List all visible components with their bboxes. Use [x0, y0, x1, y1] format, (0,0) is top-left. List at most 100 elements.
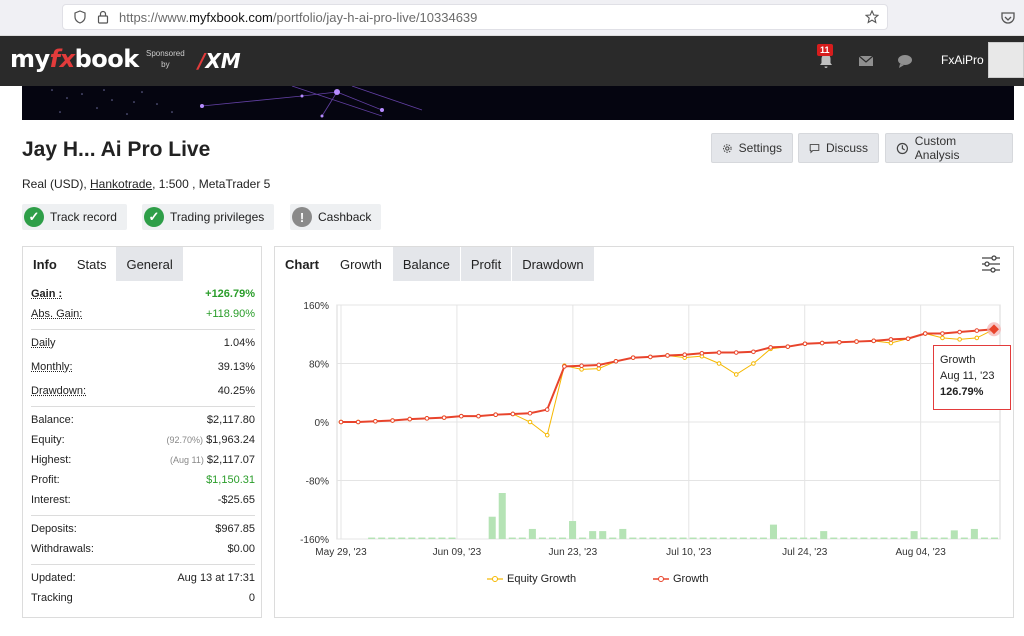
- stat-row-tracking: Tracking 0: [31, 589, 255, 609]
- broker-link[interactable]: Hankotrade: [90, 177, 153, 191]
- notification-count-badge[interactable]: 11: [817, 44, 833, 56]
- legend-equity-marker: [487, 576, 503, 582]
- cashback-badge[interactable]: ! Cashback: [290, 204, 382, 230]
- updated-value: Aug 13 at 17:31: [177, 572, 255, 584]
- growth-line: [341, 328, 995, 423]
- shield-icon[interactable]: [73, 10, 87, 24]
- address-bar[interactable]: https://www.myfxbook.com/portfolio/jay-h…: [62, 4, 888, 30]
- stat-row-equity: Equity: (92.70%) $1,963.24: [31, 431, 255, 451]
- tab-balance[interactable]: Balance: [392, 247, 460, 281]
- daily-bar: [870, 537, 878, 539]
- drawdown-label[interactable]: Drawdown:: [31, 385, 87, 397]
- divider: [31, 329, 255, 330]
- daily-bar: [498, 493, 506, 539]
- daily-bar: [448, 537, 456, 539]
- bell-icon[interactable]: [817, 52, 835, 70]
- lock-icon[interactable]: [97, 10, 109, 24]
- settings-button[interactable]: Settings: [711, 133, 793, 163]
- daily-bar: [629, 537, 637, 539]
- username[interactable]: FxAiPro: [941, 53, 984, 67]
- daily-bar: [538, 537, 546, 539]
- growth-point: [785, 344, 791, 349]
- x-tick-label: Jun 23, '23: [549, 547, 598, 558]
- trading-privileges-badge[interactable]: ✓ Trading privileges: [142, 204, 275, 230]
- growth-point: [957, 329, 962, 335]
- growth-point: [441, 415, 447, 420]
- daily-bar: [940, 537, 948, 539]
- stat-row-profit: Profit: $1,150.31: [31, 471, 255, 491]
- daily-bar: [659, 537, 667, 539]
- highest-value: (Aug 11) $2,117.07: [170, 454, 255, 466]
- clock-icon: [896, 142, 909, 154]
- daily-bar: [800, 537, 808, 539]
- exclamation-circle-icon: !: [292, 207, 312, 227]
- pocket-icon[interactable]: [1000, 10, 1016, 26]
- chat-bubble-icon[interactable]: [896, 52, 914, 70]
- daily-bar: [548, 537, 556, 539]
- daily-bar: [880, 537, 888, 539]
- equity-growth-point: [527, 419, 533, 425]
- growth-point: [751, 349, 756, 355]
- growth-point: [854, 339, 859, 344]
- daily-bar: [589, 531, 597, 539]
- growth-point: [648, 354, 653, 360]
- tab-general[interactable]: General: [116, 247, 183, 281]
- growth-point: [373, 418, 378, 424]
- updated-label: Updated:: [31, 572, 76, 584]
- daily-bar: [428, 537, 436, 539]
- discuss-button[interactable]: Discuss: [798, 133, 879, 163]
- stat-row-withdrawals: Withdrawals: $0.00: [31, 540, 255, 560]
- tab-growth[interactable]: Growth: [329, 247, 392, 281]
- gain-label[interactable]: Gain :: [31, 288, 63, 300]
- tab-info[interactable]: Info: [23, 247, 67, 281]
- daily-bar: [488, 516, 496, 539]
- equity-growth-point: [888, 340, 894, 346]
- mail-icon[interactable]: [857, 52, 875, 70]
- monthly-label[interactable]: Monthly:: [31, 361, 73, 373]
- tab-stats[interactable]: Stats: [66, 247, 117, 281]
- equity-growth-point: [733, 372, 739, 377]
- myfxbook-logo[interactable]: myfxbook: [10, 45, 139, 73]
- growth-point: [407, 416, 413, 422]
- custom-analysis-button[interactable]: Custom Analysis: [885, 133, 1013, 163]
- daily-bar: [378, 537, 386, 539]
- equity-growth-point: [579, 367, 584, 372]
- avatar[interactable]: [988, 42, 1024, 78]
- daily-value: 1.04%: [223, 337, 255, 349]
- growth-point: [768, 345, 773, 350]
- withdrawals-label: Withdrawals:: [31, 543, 94, 555]
- check-circle-icon: ✓: [144, 207, 164, 227]
- track-record-badge[interactable]: ✓ Track record: [22, 204, 127, 230]
- growth-point: [527, 410, 533, 416]
- tracking-label: Tracking: [31, 592, 73, 604]
- growth-point: [630, 355, 636, 360]
- growth-chart: 160% 80% 0% -80% -160%May 29, '23 Jun 09, '23…: [300, 301, 1001, 558]
- daily-bar: [438, 537, 446, 539]
- daily-label[interactable]: Daily: [31, 337, 56, 349]
- legend-equity-growth[interactable]: Equity Growth: [487, 573, 576, 585]
- chart-filter-icon[interactable]: [981, 255, 1001, 273]
- account-subtitle: Real (USD), Hankotrade, 1:500 , MetaTrad…: [22, 177, 271, 191]
- chart-tabs: Chart Growth Balance Profit Drawdown: [275, 247, 595, 281]
- highest-label: Highest:: [31, 454, 72, 466]
- profit-label: Profit:: [31, 474, 60, 486]
- withdrawals-value: $0.00: [227, 543, 255, 555]
- equity-growth-point: [957, 337, 962, 342]
- xm-logo[interactable]: /XM: [198, 49, 241, 73]
- bookmark-star-icon[interactable]: [865, 10, 879, 24]
- legend-growth[interactable]: Growth: [653, 573, 708, 585]
- growth-point: [579, 363, 584, 368]
- abs-gain-value: +118.90%: [205, 308, 255, 320]
- tab-drawdown[interactable]: Drawdown: [512, 247, 594, 281]
- abs-gain-label[interactable]: Abs. Gain:: [31, 308, 83, 320]
- tab-profit[interactable]: Profit: [460, 247, 512, 281]
- y-tick-label: 160%: [303, 301, 329, 312]
- equity-growth-point: [596, 366, 602, 371]
- divider: [31, 564, 255, 565]
- growth-point: [458, 413, 464, 419]
- daily-bar: [408, 537, 416, 539]
- tab-chart[interactable]: Chart: [275, 247, 329, 281]
- browser-toolbar: https://www.myfxbook.com/portfolio/jay-h…: [0, 0, 1024, 36]
- stat-row-abs-gain: Abs. Gain: +118.90%: [31, 305, 255, 325]
- growth-point: [974, 328, 980, 333]
